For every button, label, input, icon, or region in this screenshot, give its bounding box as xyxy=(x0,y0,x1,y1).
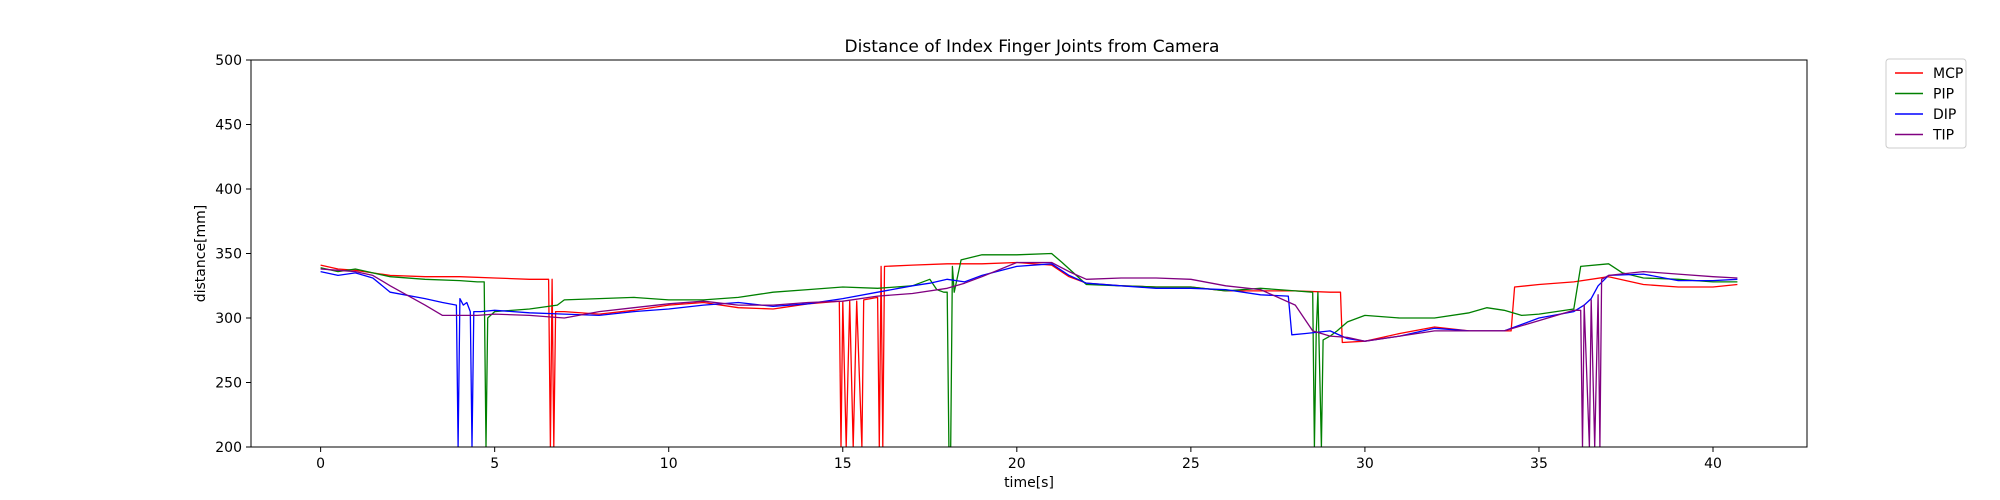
y-tick-label: 500 xyxy=(215,53,242,69)
x-tick-label: 25 xyxy=(1182,456,1200,472)
y-tick-label: 400 xyxy=(215,182,242,198)
y-tick-label: 300 xyxy=(215,311,242,327)
x-tick-label: 15 xyxy=(834,456,852,472)
plot-frame xyxy=(250,59,1808,448)
legend-label-pip: PIP xyxy=(1933,87,1954,103)
y-tick-label: 350 xyxy=(215,247,242,263)
series-line-tip xyxy=(320,261,1738,447)
x-tick-label: 10 xyxy=(660,456,678,472)
chart-title: Distance of Index Finger Joints from Cam… xyxy=(845,37,1220,57)
legend-label-dip: DIP xyxy=(1933,107,1956,123)
x-tick-label: 40 xyxy=(1704,456,1722,472)
legend-label-tip: TIP xyxy=(1932,128,1954,144)
x-tick-label: 35 xyxy=(1530,456,1548,472)
y-tick-label: 450 xyxy=(215,118,242,134)
y-axis-ticks: 200 250 300 350 400 450 500 xyxy=(215,53,251,456)
series-line-mcp xyxy=(320,261,1738,447)
y-tick-label: 250 xyxy=(215,376,242,392)
series-line-dip xyxy=(320,263,1738,447)
x-tick-label: 20 xyxy=(1008,456,1026,472)
y-tick-label: 200 xyxy=(215,440,242,456)
legend-box xyxy=(1885,58,1967,149)
x-axis-ticks: 0 5 10 15 20 25 30 35 40 xyxy=(316,447,1722,472)
x-tick-label: 5 xyxy=(490,456,499,472)
plot-lines xyxy=(320,252,1738,447)
x-tick-label: 0 xyxy=(316,456,325,472)
y-axis-label: distance[mm] xyxy=(193,205,209,303)
legend: MCP PIP DIP TIP xyxy=(1885,58,1967,149)
x-tick-label: 30 xyxy=(1356,456,1374,472)
legend-label-mcp: MCP xyxy=(1933,66,1963,82)
series-line-pip xyxy=(320,252,1738,447)
x-axis-label: time[s] xyxy=(1004,475,1054,491)
